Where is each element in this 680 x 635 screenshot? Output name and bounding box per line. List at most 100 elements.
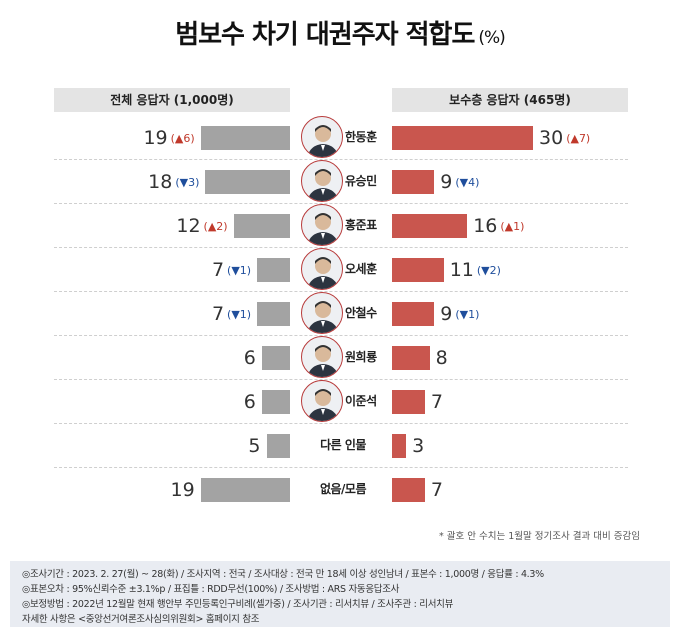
value-label-total: 6 (60, 343, 256, 373)
chart-row: 18 (▼3) 9 (▼4) 유승민 (0, 159, 680, 203)
change-label: (▲2) (203, 220, 228, 233)
chart-title-text: 범보수 차기 대권주자 적합도 (175, 20, 475, 50)
value-label-conservative: 7 (431, 387, 443, 417)
bar-total-respondents (257, 258, 290, 282)
row-divider (54, 291, 628, 292)
chart-row: 19 7 없음/모름 (0, 467, 680, 511)
value-label-total: 6 (60, 387, 256, 417)
value-number: 16 (473, 215, 498, 237)
change-label: (▼2) (476, 264, 501, 277)
value-label-conservative: 8 (436, 343, 448, 373)
value-label-total: 19 (▲6) (60, 123, 195, 153)
value-label-conservative: 16 (▲1) (473, 211, 524, 241)
value-number: 7 (211, 259, 225, 281)
category-label: 다른 인물 (320, 438, 366, 452)
candidate-photo (301, 380, 343, 422)
value-number: 11 (449, 259, 474, 281)
bar-total-respondents (200, 126, 290, 150)
row-divider (54, 335, 628, 336)
survey-info-box: ◎조사기간 : 2023. 2. 27(월) ~ 28(화) / 조사지역 : … (10, 561, 670, 627)
change-label: (▼1) (227, 264, 252, 277)
row-divider (54, 423, 628, 424)
value-number: 19 (143, 127, 168, 149)
change-label: (▲1) (500, 220, 525, 233)
change-label: (▼1) (227, 308, 252, 321)
value-label-conservative: 30 (▲7) (539, 123, 590, 153)
row-divider (54, 379, 628, 380)
bar-conservative-respondents (392, 302, 435, 326)
bar-conservative-respondents (392, 214, 468, 238)
row-divider (54, 203, 628, 204)
value-label-total: 5 (60, 431, 261, 461)
value-number: 3 (412, 435, 425, 457)
survey-info-line: ◎표본오차 : 95%신뢰수준 ±3.1%p / 표집틀 : RDD무선(100… (22, 584, 400, 595)
value-label-conservative: 11 (▼2) (450, 255, 501, 285)
bar-conservative-respondents (392, 434, 407, 458)
left-series-header: 전체 응답자 (1,000명) (54, 88, 290, 112)
value-number: 9 (440, 171, 453, 193)
survey-info-line: ◎조사기간 : 2023. 2. 27(월) ~ 28(화) / 조사지역 : … (22, 569, 544, 580)
category-label: 없음/모름 (319, 482, 367, 496)
row-divider (54, 247, 628, 248)
value-label-total: 19 (60, 475, 195, 505)
category-label: 이준석 (345, 394, 377, 408)
bar-total-respondents (257, 302, 290, 326)
change-label: (▲6) (170, 132, 195, 145)
value-label-total: 7 (▼1) (60, 299, 251, 329)
value-number: 7 (430, 479, 443, 501)
value-number: 6 (243, 347, 256, 369)
category-label: 안철수 (345, 306, 377, 320)
bar-total-respondents (261, 390, 290, 414)
value-label-total: 12 (▲2) (60, 211, 228, 241)
row-divider (54, 467, 628, 468)
chart-row: 19 (▲6) 30 (▲7) 한동훈 (0, 115, 680, 159)
category-label: 한동훈 (345, 130, 377, 144)
bar-conservative-respondents (392, 390, 425, 414)
value-number: 7 (211, 303, 225, 325)
value-number: 5 (248, 435, 261, 457)
chart-row: 5 3 다른 인물 (0, 423, 680, 467)
change-label: (▲7) (566, 132, 591, 145)
candidate-photo (301, 160, 343, 202)
value-number: 6 (243, 391, 256, 413)
category-label: 유승민 (345, 174, 377, 188)
candidate-photo (301, 336, 343, 378)
survey-info-line: 자세한 사항은 <중앙선거여론조사심의위원회> 홈페이지 참조 (22, 614, 260, 625)
value-label-total: 18 (▼3) (60, 167, 199, 197)
value-label-total: 7 (▼1) (60, 255, 251, 285)
bar-conservative-respondents (392, 478, 425, 502)
category-label: 원희룡 (345, 350, 377, 364)
category-label: 오세훈 (345, 262, 377, 276)
chart-title: 범보수 차기 대권주자 적합도 (%) (0, 14, 680, 51)
value-number: 12 (176, 215, 201, 237)
bar-conservative-respondents (392, 126, 533, 150)
bar-conservative-respondents (392, 170, 435, 194)
bar-conservative-respondents (392, 346, 430, 370)
change-label: (▼3) (175, 176, 200, 189)
change-label: (▼1) (455, 308, 480, 321)
candidate-photo (301, 204, 343, 246)
value-number: 19 (170, 479, 195, 501)
chart-row: 12 (▲2) 16 (▲1) 홍준표 (0, 203, 680, 247)
category-label: 홍준표 (345, 218, 377, 232)
value-label-conservative: 3 (412, 431, 424, 461)
chart-row: 7 (▼1) 9 (▼1) 안철수 (0, 291, 680, 335)
bar-total-respondents (233, 214, 290, 238)
row-divider (54, 159, 628, 160)
value-number: 9 (440, 303, 453, 325)
value-label-conservative: 7 (431, 475, 443, 505)
survey-info-line: ◎보정방법 : 2022년 12월말 현재 행안부 주민등록인구비례(셀가중) … (22, 599, 454, 610)
value-label-conservative: 9 (▼1) (440, 299, 479, 329)
right-series-header: 보수층 응답자 (465명) (392, 88, 628, 112)
value-label-conservative: 9 (▼4) (440, 167, 479, 197)
value-number: 30 (539, 127, 564, 149)
bar-total-respondents (266, 434, 290, 458)
change-label: (▼4) (455, 176, 480, 189)
footnote: * 괄호 안 수치는 1월말 정기조사 결과 대비 증감임 (438, 531, 640, 542)
chart-row: 6 7 이준석 (0, 379, 680, 423)
chart-title-unit: (%) (478, 28, 505, 48)
bar-total-respondents (200, 478, 290, 502)
value-number: 18 (148, 171, 173, 193)
candidate-photo (301, 292, 343, 334)
value-number: 7 (430, 391, 443, 413)
